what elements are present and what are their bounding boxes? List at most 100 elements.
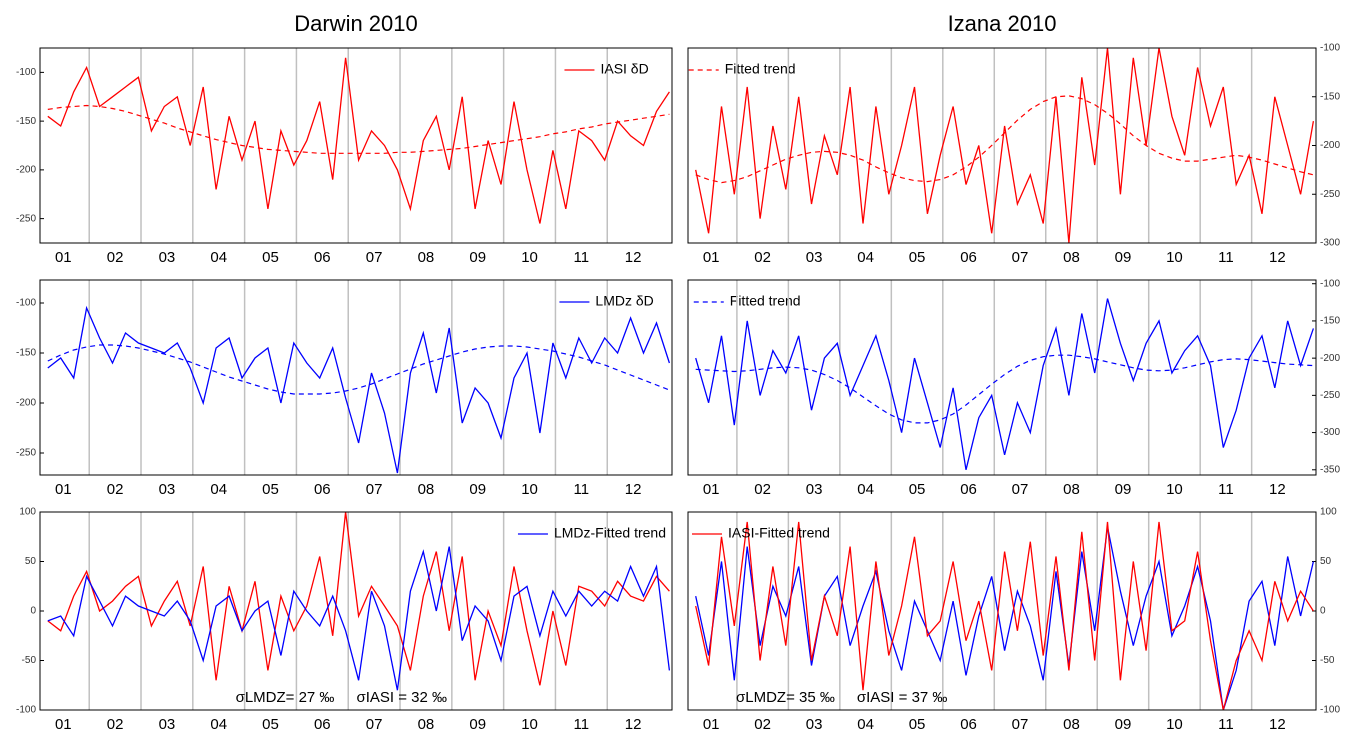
series-line	[47, 305, 671, 474]
x-tick-label: 12	[1269, 249, 1286, 266]
x-tick-label: 04	[857, 481, 874, 498]
x-tick-label: 02	[754, 716, 771, 733]
x-tick-label: 10	[521, 481, 538, 498]
y-tick-label: 100	[1320, 507, 1337, 518]
x-tick-label: 01	[55, 716, 72, 733]
x-tick-label: 03	[806, 249, 823, 266]
legend-label: IASI-Fitted trend	[728, 525, 830, 541]
x-tick-label: 02	[107, 716, 124, 733]
x-tick-label: 03	[159, 716, 176, 733]
legend: IASI δD Fitted trend	[564, 61, 796, 77]
y-tick-label: -100	[16, 705, 36, 716]
y-tick-label: 50	[1320, 556, 1332, 567]
annotation: σLMDZ= 35 ‰	[736, 689, 835, 706]
plot-frame	[687, 47, 1317, 244]
x-tick-label: 12	[625, 249, 642, 266]
x-tick-label: 07	[366, 481, 383, 498]
x-tick-label: 12	[1269, 481, 1286, 498]
x-tick-label: 05	[262, 481, 279, 498]
x-tick-label: 04	[210, 481, 227, 498]
y-tick-label: 0	[1320, 606, 1326, 617]
x-tick-label: 03	[806, 481, 823, 498]
x-tick-label: 03	[159, 249, 176, 266]
x-tick-label: 08	[418, 716, 435, 733]
y-tick-label: -100	[1320, 705, 1340, 716]
series-line	[695, 95, 1314, 184]
x-tick-label: 07	[366, 716, 383, 733]
series-line	[695, 298, 1315, 470]
x-tick-label: 11	[574, 481, 590, 498]
x-tick-label: 07	[1012, 249, 1029, 266]
y-tick-label: -150	[16, 348, 36, 359]
x-tick-label: 05	[909, 249, 926, 266]
y-tick-label: -250	[16, 213, 36, 224]
x-tick-label: 06	[960, 481, 977, 498]
y-tick-label: -300	[1320, 427, 1340, 438]
x-tick-label: 04	[210, 716, 227, 733]
x-tick-label: 07	[366, 249, 383, 266]
legend: LMDz-Fitted trend	[517, 525, 666, 541]
y-tick-label: 50	[25, 556, 37, 567]
y-tick-label: -250	[16, 448, 36, 459]
y-tick-label: -150	[1320, 91, 1340, 102]
y-tick-label: -100	[16, 67, 36, 78]
x-tick-label: 08	[1063, 481, 1080, 498]
y-tick-label: -100	[1320, 278, 1340, 289]
plot-frame	[687, 279, 1317, 476]
series-line	[47, 344, 670, 395]
legend: IASI-Fitted trend	[692, 525, 830, 541]
legend-label: Fitted trend	[725, 61, 796, 77]
y-tick-label: -50	[22, 655, 37, 666]
x-tick-label: 09	[1115, 481, 1132, 498]
x-tick-label: 09	[1115, 249, 1132, 266]
legend: LMDz δD Fitted trend	[559, 293, 801, 309]
panel: 01 02 03 04 05 06 07 08 09 10 11 12 -100 -150 -200 -250…	[687, 278, 1340, 498]
plot-frame	[687, 511, 1317, 711]
legend-label: Fitted trend	[730, 293, 801, 309]
x-tick-label: 08	[1063, 716, 1080, 733]
y-tick-label: -250	[1320, 189, 1340, 200]
y-tick-label: -50	[1320, 655, 1335, 666]
y-tick-label: -250	[1320, 390, 1340, 401]
panel: Izana 2010 01 02 03 04 05 06 07 08 09 10 11 12 -100 -1…	[687, 11, 1340, 266]
plot-frame	[39, 279, 673, 476]
x-tick-label: 12	[1269, 716, 1286, 733]
x-tick-label: 06	[960, 249, 977, 266]
x-tick-label: 12	[625, 481, 642, 498]
plot-frame	[39, 511, 673, 711]
y-tick-label: -150	[16, 116, 36, 127]
y-tick-label: -150	[1320, 316, 1340, 327]
x-tick-label: 09	[469, 481, 486, 498]
panel: 01 02 03 04 05 06 07 08 09 10 11 12 100 50 0 -50 -100 LMD…	[16, 507, 673, 733]
series-line	[47, 104, 670, 154]
x-tick-label: 03	[159, 481, 176, 498]
series-line	[695, 526, 1315, 711]
x-tick-label: 10	[1166, 481, 1183, 498]
x-tick-label: 07	[1012, 716, 1029, 733]
x-tick-label: 11	[1218, 481, 1234, 498]
x-tick-label: 08	[1063, 249, 1080, 266]
legend-label: IASI δD	[600, 61, 648, 77]
legend-label: LMDz-Fitted trend	[554, 525, 666, 541]
x-tick-label: 01	[55, 249, 72, 266]
x-tick-label: 06	[960, 716, 977, 733]
annotations: σLMDZ= 35 ‰ σIASI = 37 ‰	[736, 689, 947, 706]
x-tick-label: 08	[418, 249, 435, 266]
x-tick-label: 11	[1218, 249, 1234, 266]
series-line	[695, 47, 1315, 244]
x-tick-label: 04	[210, 249, 227, 266]
legend-label: LMDz δD	[595, 293, 653, 309]
series-line	[695, 354, 1314, 424]
x-tick-label: 01	[703, 481, 720, 498]
x-tick-label: 04	[857, 716, 874, 733]
x-tick-label: 02	[754, 249, 771, 266]
x-tick-label: 06	[314, 249, 331, 266]
x-tick-label: 11	[1218, 716, 1234, 733]
y-tick-label: -200	[16, 165, 36, 176]
series-line	[47, 57, 670, 224]
annotation: σIASI = 37 ‰	[857, 689, 948, 706]
y-tick-label: -350	[1320, 464, 1340, 475]
x-tick-label: 04	[857, 249, 874, 266]
panel: Darwin 2010 01 02 03 04 05 06 07 08 09 10 11 12 -100 -…	[16, 11, 796, 266]
